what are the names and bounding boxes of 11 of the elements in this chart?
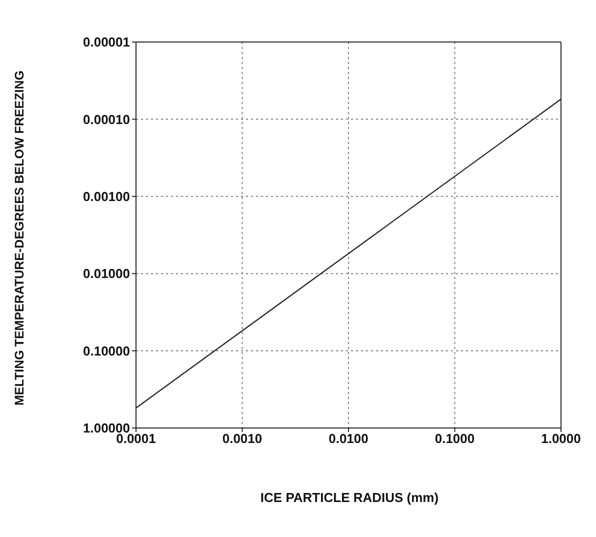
x-tick-label: 1.0000 <box>541 431 581 446</box>
y-tick-label: 0.00010 <box>83 112 130 127</box>
y-tick-label: 0.00001 <box>83 34 130 50</box>
x-tick-label: 0.1000 <box>434 431 475 446</box>
y-tick-label: 0.10000 <box>83 343 130 358</box>
x-tick-label: 0.0100 <box>328 431 368 446</box>
y-axis-title: MELTING TEMPERATURE-DEGREES BELOW FREEZING <box>12 70 26 406</box>
y-tick-label: 0.00100 <box>83 189 130 204</box>
x-axis-title: ICE PARTICLE RADIUS (mm) <box>259 490 440 505</box>
y-tick-label: 0.01000 <box>83 266 130 282</box>
x-tick-label: 0.0010 <box>222 431 262 446</box>
